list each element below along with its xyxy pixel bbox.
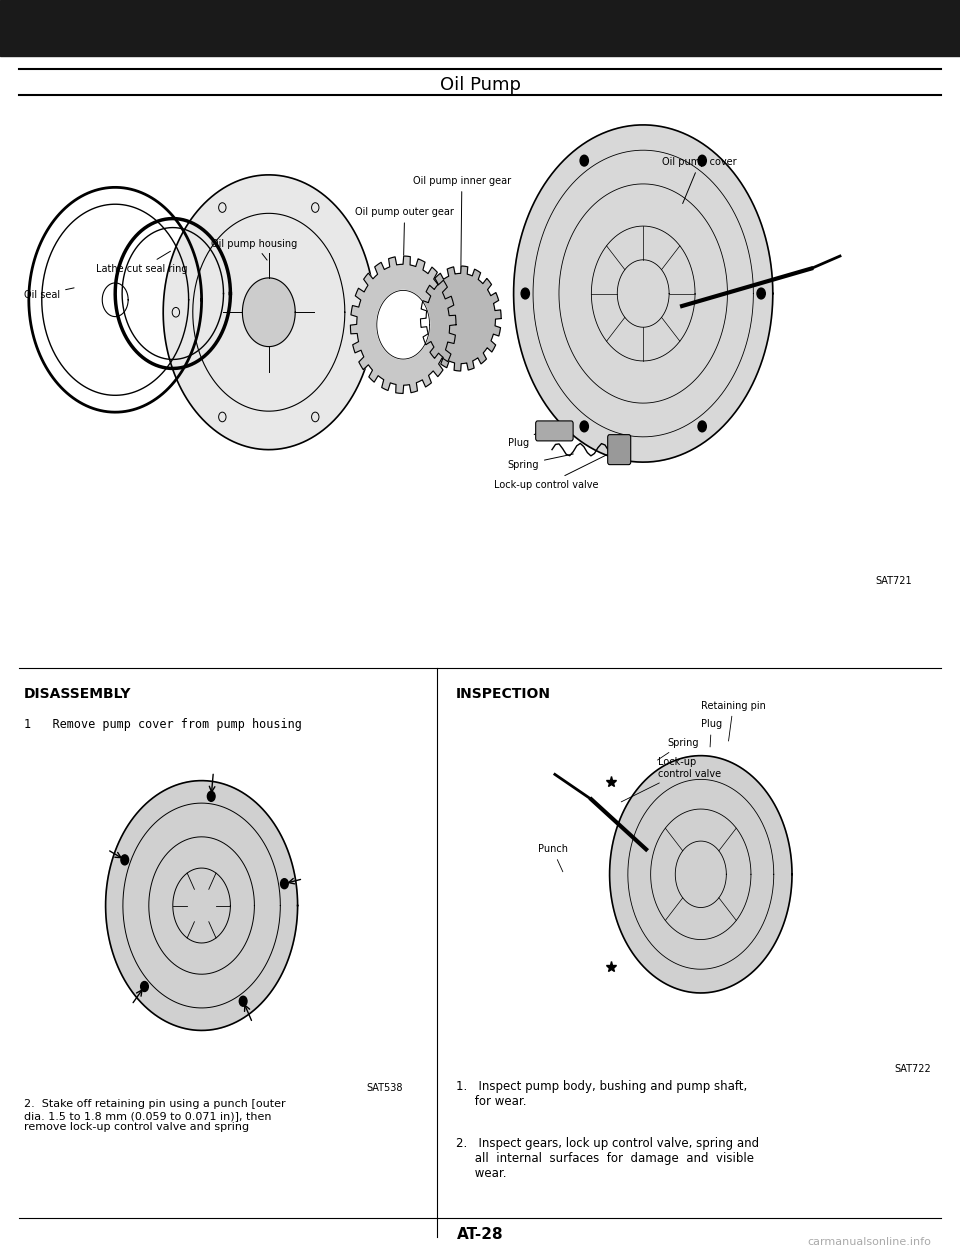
Text: carmanualsonline.info: carmanualsonline.info bbox=[807, 1237, 931, 1247]
Text: Punch: Punch bbox=[538, 844, 567, 872]
Text: 1.   Inspect pump body, bushing and pump shaft,
     for wear.: 1. Inspect pump body, bushing and pump s… bbox=[456, 1080, 747, 1108]
Text: Oil Pump: Oil Pump bbox=[440, 76, 520, 94]
Circle shape bbox=[207, 792, 215, 802]
Text: INSPECTION: INSPECTION bbox=[456, 687, 551, 701]
Text: Oil pump outer gear: Oil pump outer gear bbox=[355, 207, 454, 272]
Polygon shape bbox=[514, 125, 773, 462]
Polygon shape bbox=[106, 781, 298, 1030]
Text: SAT538: SAT538 bbox=[367, 1083, 403, 1093]
FancyBboxPatch shape bbox=[536, 421, 573, 441]
Polygon shape bbox=[420, 266, 501, 371]
Text: Oil pump inner gear: Oil pump inner gear bbox=[413, 176, 511, 272]
Circle shape bbox=[757, 289, 765, 299]
Circle shape bbox=[698, 155, 707, 166]
Text: Plug: Plug bbox=[508, 426, 549, 448]
Polygon shape bbox=[243, 279, 296, 346]
Polygon shape bbox=[350, 256, 456, 393]
Text: Oil seal: Oil seal bbox=[24, 287, 74, 300]
Polygon shape bbox=[377, 291, 430, 358]
FancyBboxPatch shape bbox=[608, 435, 631, 465]
Polygon shape bbox=[610, 756, 792, 993]
Bar bbox=[0, 0, 960, 56]
Text: Lock-up
control valve: Lock-up control valve bbox=[621, 757, 721, 802]
Text: AT-28: AT-28 bbox=[457, 1227, 503, 1242]
Text: DISASSEMBLY: DISASSEMBLY bbox=[24, 687, 132, 701]
Polygon shape bbox=[163, 175, 374, 450]
Circle shape bbox=[580, 155, 588, 166]
Text: Retaining pin: Retaining pin bbox=[701, 701, 766, 741]
Text: 1   Remove pump cover from pump housing: 1 Remove pump cover from pump housing bbox=[24, 718, 301, 731]
Text: Lock-up control valve: Lock-up control valve bbox=[494, 455, 607, 490]
Circle shape bbox=[239, 997, 247, 1007]
Text: Plug: Plug bbox=[701, 719, 722, 747]
Text: Oil pump cover: Oil pump cover bbox=[662, 157, 737, 204]
Text: SAT722: SAT722 bbox=[895, 1064, 931, 1074]
Circle shape bbox=[141, 982, 149, 992]
Circle shape bbox=[580, 421, 588, 432]
Circle shape bbox=[121, 854, 129, 864]
Text: REPAIR FOR COMPONENT PARTS: REPAIR FOR COMPONENT PARTS bbox=[279, 30, 681, 50]
Circle shape bbox=[521, 289, 529, 299]
Text: Lathe cut seal ring: Lathe cut seal ring bbox=[96, 251, 187, 274]
Text: Oil pump housing: Oil pump housing bbox=[211, 239, 298, 260]
Text: 2.  Stake off retaining pin using a punch [outer
dia. 1.5 to 1.8 mm (0.059 to 0.: 2. Stake off retaining pin using a punch… bbox=[24, 1099, 286, 1133]
Text: 2.   Inspect gears, lock up control valve, spring and
     all  internal  surfac: 2. Inspect gears, lock up control valve,… bbox=[456, 1137, 759, 1179]
Text: Spring: Spring bbox=[658, 738, 699, 761]
Text: Spring: Spring bbox=[508, 453, 573, 470]
Text: SAT721: SAT721 bbox=[876, 576, 912, 586]
Circle shape bbox=[280, 879, 288, 889]
Circle shape bbox=[698, 421, 707, 432]
